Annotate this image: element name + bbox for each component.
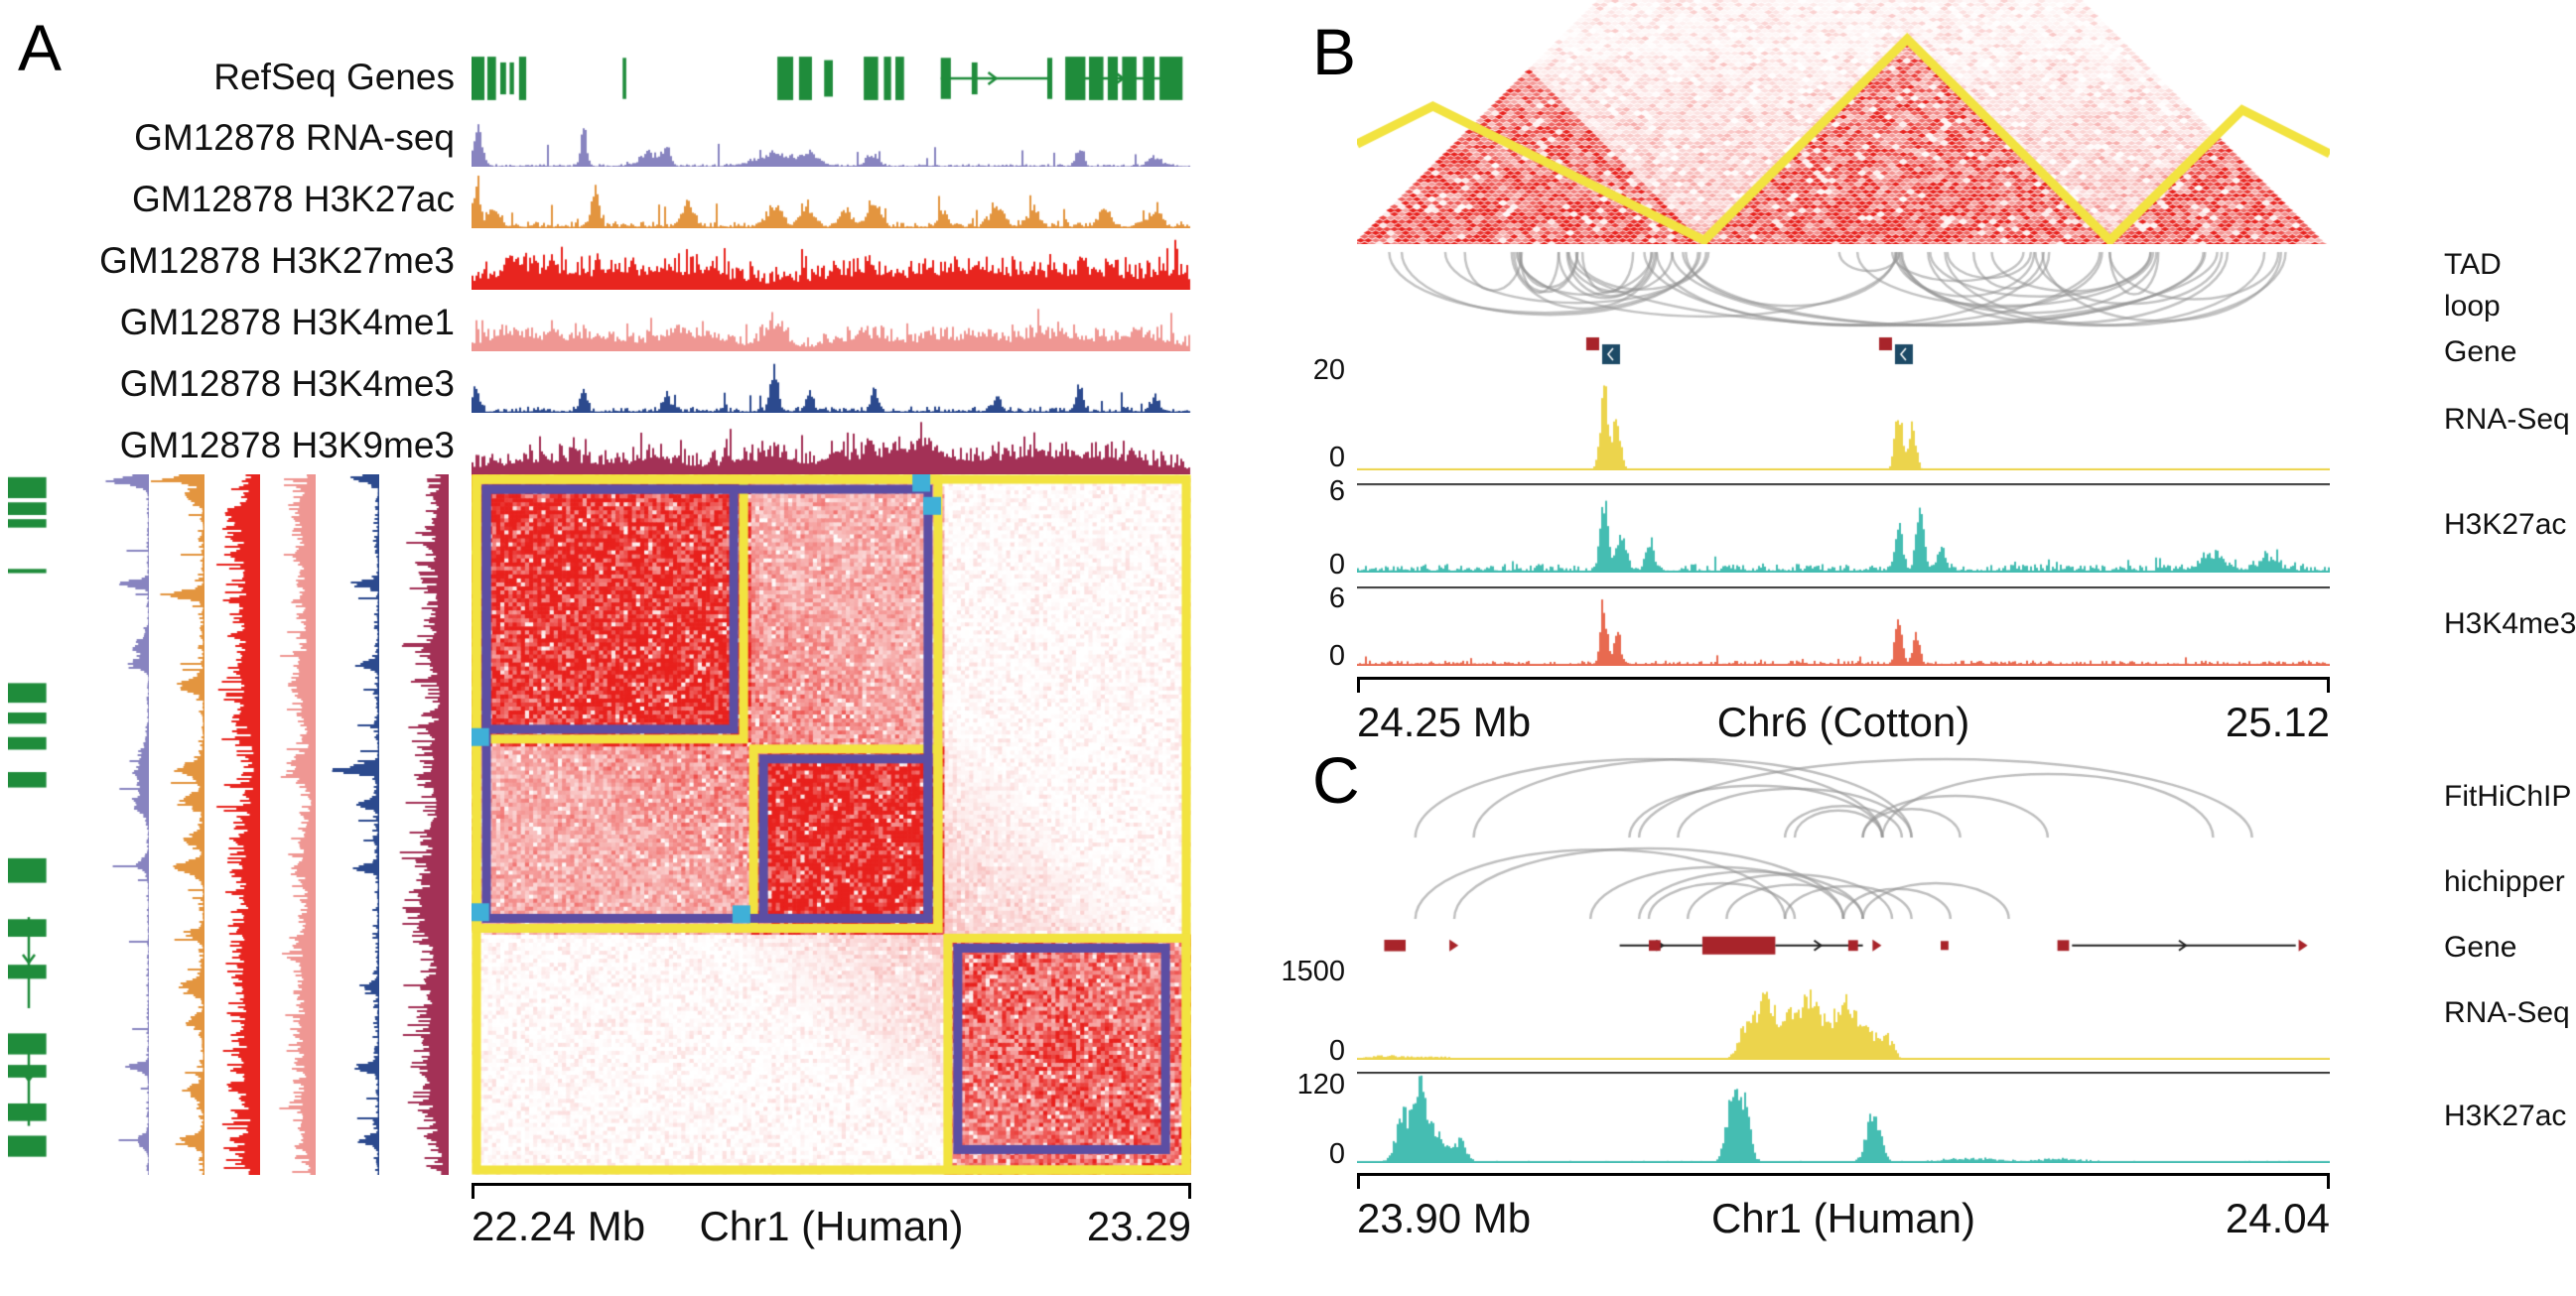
rnaseq-c-canvas <box>1357 971 2330 1060</box>
track-label-h3k4me3: GM12878 H3K4me3 <box>119 363 455 404</box>
h3k27ac-b-canvas <box>1357 483 2330 573</box>
rnaseq-vertical-canvas <box>94 474 149 1175</box>
panel-b-axis-start: 24.25 Mb <box>1357 699 1532 745</box>
row-label-fithichip: FitHiChIP <box>2444 780 2572 813</box>
h3k27me3-signal-canvas <box>472 234 1191 290</box>
scale-h3k4me3-b-min: 0 <box>1328 640 1345 672</box>
scale-rnaseq-b-max: 20 <box>1312 354 1345 386</box>
scale-rnaseq-c-max: 1500 <box>1281 956 1345 987</box>
panel-a-letter: A <box>18 11 63 84</box>
row-label-rnaseq-c: RNA-Seq <box>2444 996 2570 1029</box>
panel-a-axis-title: Chr1 (Human) <box>699 1203 964 1249</box>
gene-row-c-canvas <box>1357 926 2330 962</box>
scale-h3k4me3-b-max: 6 <box>1328 583 1345 614</box>
track-label-h3k27ac: GM12878 H3K27ac <box>132 179 455 219</box>
h3k4me1-signal-canvas <box>472 296 1191 351</box>
track-label-h3k9me3: GM12878 H3K9me3 <box>119 425 455 465</box>
panel-c-letter: C <box>1312 743 1360 817</box>
h3k9me3-vertical-canvas <box>389 474 449 1175</box>
row-label-hichipper: hichipper <box>2444 865 2565 898</box>
row-label-rnaseq-b: RNA-Seq <box>2444 403 2570 436</box>
h3k4me3-signal-canvas <box>472 357 1191 413</box>
h3k4me3-vertical-canvas <box>322 474 379 1175</box>
h3k27ac-c-canvas <box>1357 1072 2330 1163</box>
panel-c-axis-end: 24.04 <box>2225 1195 2330 1241</box>
row-label-h3k27ac-c: H3K27ac <box>2444 1100 2567 1132</box>
panel-c-axis-title: Chr1 (Human) <box>1710 1195 1976 1241</box>
panel-b-axis-end: 25.12 <box>2225 699 2330 745</box>
h3k4me1-vertical-canvas <box>261 474 316 1175</box>
scale-h3k27ac-b-min: 0 <box>1328 549 1345 581</box>
row-label-h3k27ac-b: H3K27ac <box>2444 508 2567 541</box>
panel-a-x-axis <box>472 1183 1191 1199</box>
refseq-genes-track-canvas <box>472 56 1191 101</box>
scale-h3k27ac-c-min: 0 <box>1328 1138 1345 1170</box>
rnaseq-b-canvas <box>1357 371 2330 470</box>
h3k27ac-vertical-canvas <box>150 474 204 1175</box>
hic-triangle-canvas <box>1357 0 2330 244</box>
h3k9me3-signal-canvas <box>472 419 1191 474</box>
track-label-refseq-genes: RefSeq Genes <box>213 57 455 97</box>
fithichip-arcs-canvas <box>1357 756 2330 840</box>
scale-rnaseq-b-min: 0 <box>1328 442 1345 473</box>
hic-heatmap-canvas <box>472 474 1191 1175</box>
panel-a-axis-start: 22.24 Mb <box>472 1203 646 1249</box>
panel-b-letter: B <box>1312 15 1357 88</box>
row-label-loop: loop <box>2444 290 2501 323</box>
scale-h3k27ac-c-max: 120 <box>1296 1069 1345 1101</box>
row-label-gene-b: Gene <box>2444 335 2517 368</box>
h3k27ac-signal-canvas <box>472 173 1191 228</box>
refseq-genes-vertical-canvas <box>8 474 50 1175</box>
track-label-rnaseq: GM12878 RNA-seq <box>134 117 455 158</box>
h3k4me3-b-canvas <box>1357 586 2330 666</box>
track-label-h3k27me3: GM12878 H3K27me3 <box>99 240 455 281</box>
scale-h3k27ac-b-max: 6 <box>1328 475 1345 507</box>
panel-a-axis-end: 23.29 <box>1086 1203 1191 1249</box>
rnaseq-signal-canvas <box>472 111 1191 167</box>
loop-arcs-canvas <box>1357 250 2330 329</box>
row-label-tad: TAD <box>2444 248 2502 281</box>
hichipper-arcs-canvas <box>1357 845 2330 921</box>
h3k27me3-vertical-canvas <box>205 474 260 1175</box>
row-label-h3k4me3-b: H3K4me3 <box>2444 607 2576 640</box>
panel-c-axis-start: 23.90 Mb <box>1357 1195 1532 1241</box>
panel-b-axis-title: Chr6 (Cotton) <box>1716 699 1970 745</box>
row-label-gene-c: Gene <box>2444 931 2517 964</box>
panel-b-x-axis <box>1357 677 2330 693</box>
scale-rnaseq-c-min: 0 <box>1328 1035 1345 1067</box>
panel-c-x-axis <box>1357 1173 2330 1189</box>
gene-row-b-canvas <box>1357 335 2330 367</box>
track-label-h3k4me1: GM12878 H3K4me1 <box>119 302 455 342</box>
